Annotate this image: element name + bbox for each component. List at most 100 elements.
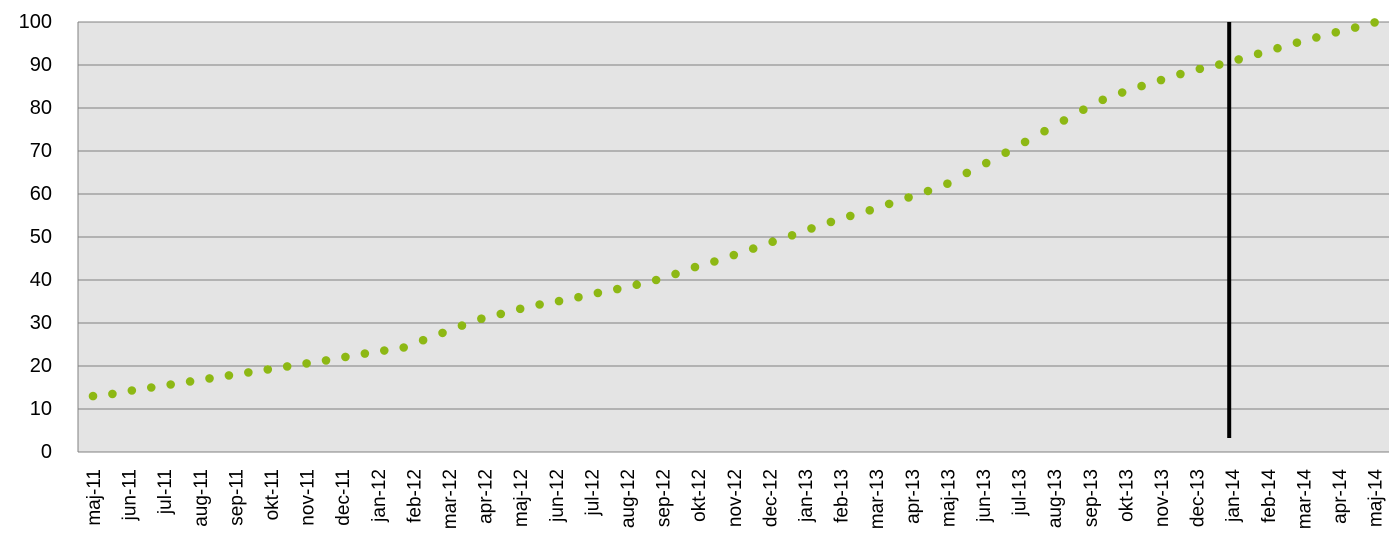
gridlines [77,21,1389,453]
data-point [360,349,370,358]
data-point [1214,60,1224,69]
data-point [787,230,797,240]
x-tick-label: feb-13 [832,469,853,523]
x-tick-label: aug-11 [191,469,212,527]
series-dots [88,18,1379,401]
x-tick-label: okt-13 [1116,469,1137,522]
x-tick-label: dec-13 [1188,469,1209,527]
data-point [127,386,137,395]
data-point [1098,95,1108,105]
y-tick-label: 60 [30,183,52,205]
data-point [826,217,836,227]
data-point [884,199,894,209]
data-point [224,371,234,380]
y-axis-tick-labels: 0 10 20 30 40 50 60 70 80 90 100 [19,11,52,463]
data-point [1040,126,1049,136]
data-point [205,374,214,383]
data-point [438,328,447,338]
data-point [710,257,719,266]
data-point [282,362,292,371]
data-point [962,168,972,178]
data-point [807,224,816,233]
data-point [302,359,311,368]
data-point [981,158,991,168]
data-point [690,262,700,272]
data-point [185,377,195,386]
x-tick-label: sep-11 [226,469,247,526]
x-tick-label: apr-13 [903,469,924,524]
data-point [496,309,506,319]
data-point [1020,137,1030,147]
x-tick-label: dec-11 [333,469,354,526]
x-axis-tick-labels: maj-11 jun-11 jul-11 aug-11 sep-11 okt-11 nov-… [84,469,1387,530]
data-point [1350,23,1360,32]
y-tick-label: 20 [30,355,52,377]
y-tick-label: 50 [30,226,52,248]
x-tick-label: jul-12 [582,469,603,516]
data-point [1001,148,1010,158]
x-tick-label: apr-14 [1330,469,1351,524]
data-point [515,304,525,314]
data-point [1273,43,1282,53]
y-tick-label: 40 [30,269,52,291]
x-tick-label: nov-13 [1152,469,1173,527]
x-tick-label: feb-14 [1259,469,1280,523]
data-point [574,292,583,302]
data-point [1312,33,1321,42]
y-tick-label: 90 [30,54,52,76]
data-point [321,356,331,365]
data-point [146,383,156,392]
data-point [904,193,913,202]
y-tick-label: 0 [41,441,52,463]
data-point [1292,38,1302,47]
data-point [244,368,253,377]
x-tick-label: maj-14 [1366,469,1387,528]
data-point [768,237,777,247]
x-tick-label: sep-12 [654,469,675,527]
x-tick-label: dec-12 [760,469,781,527]
data-point [1079,105,1088,115]
x-tick-label: maj-13 [938,469,959,527]
x-tick-label: jul-11 [155,469,176,515]
x-tick-label: mar-12 [440,469,461,529]
data-point [593,288,603,298]
x-tick-label: jan-14 [1223,469,1244,523]
data-point [923,186,933,196]
data-point [865,206,875,215]
x-tick-label: sep-13 [1081,469,1102,527]
x-tick-label: nov-12 [725,469,746,527]
x-tick-label: maj-11 [84,469,105,526]
data-point [1253,49,1263,59]
data-point [1117,88,1127,97]
y-tick-label: 30 [30,312,52,334]
y-tick-label: 70 [30,140,52,162]
data-point [477,314,486,324]
data-point [1156,75,1166,85]
data-point [729,250,739,260]
data-point [632,280,642,290]
data-point [943,179,952,188]
x-tick-label: jan-13 [796,469,817,523]
data-point [399,343,408,352]
data-point [166,380,175,389]
data-point [846,211,855,221]
data-point [651,275,661,285]
data-point [1137,81,1146,91]
data-point [379,346,389,355]
data-point [457,321,467,330]
x-tick-label: okt-12 [689,469,710,522]
data-point [612,284,622,294]
x-tick-label: maj-12 [511,469,532,527]
y-tick-label: 80 [30,97,52,119]
data-point [554,296,564,306]
data-point [1176,69,1185,79]
x-tick-label: jun-13 [974,469,995,523]
data-point [1234,55,1243,64]
data-point [418,335,428,345]
data-point [1331,28,1341,37]
x-tick-label: mar-14 [1294,469,1315,530]
data-point [748,244,758,253]
data-point [108,389,117,399]
x-tick-label: nov-11 [298,469,319,526]
